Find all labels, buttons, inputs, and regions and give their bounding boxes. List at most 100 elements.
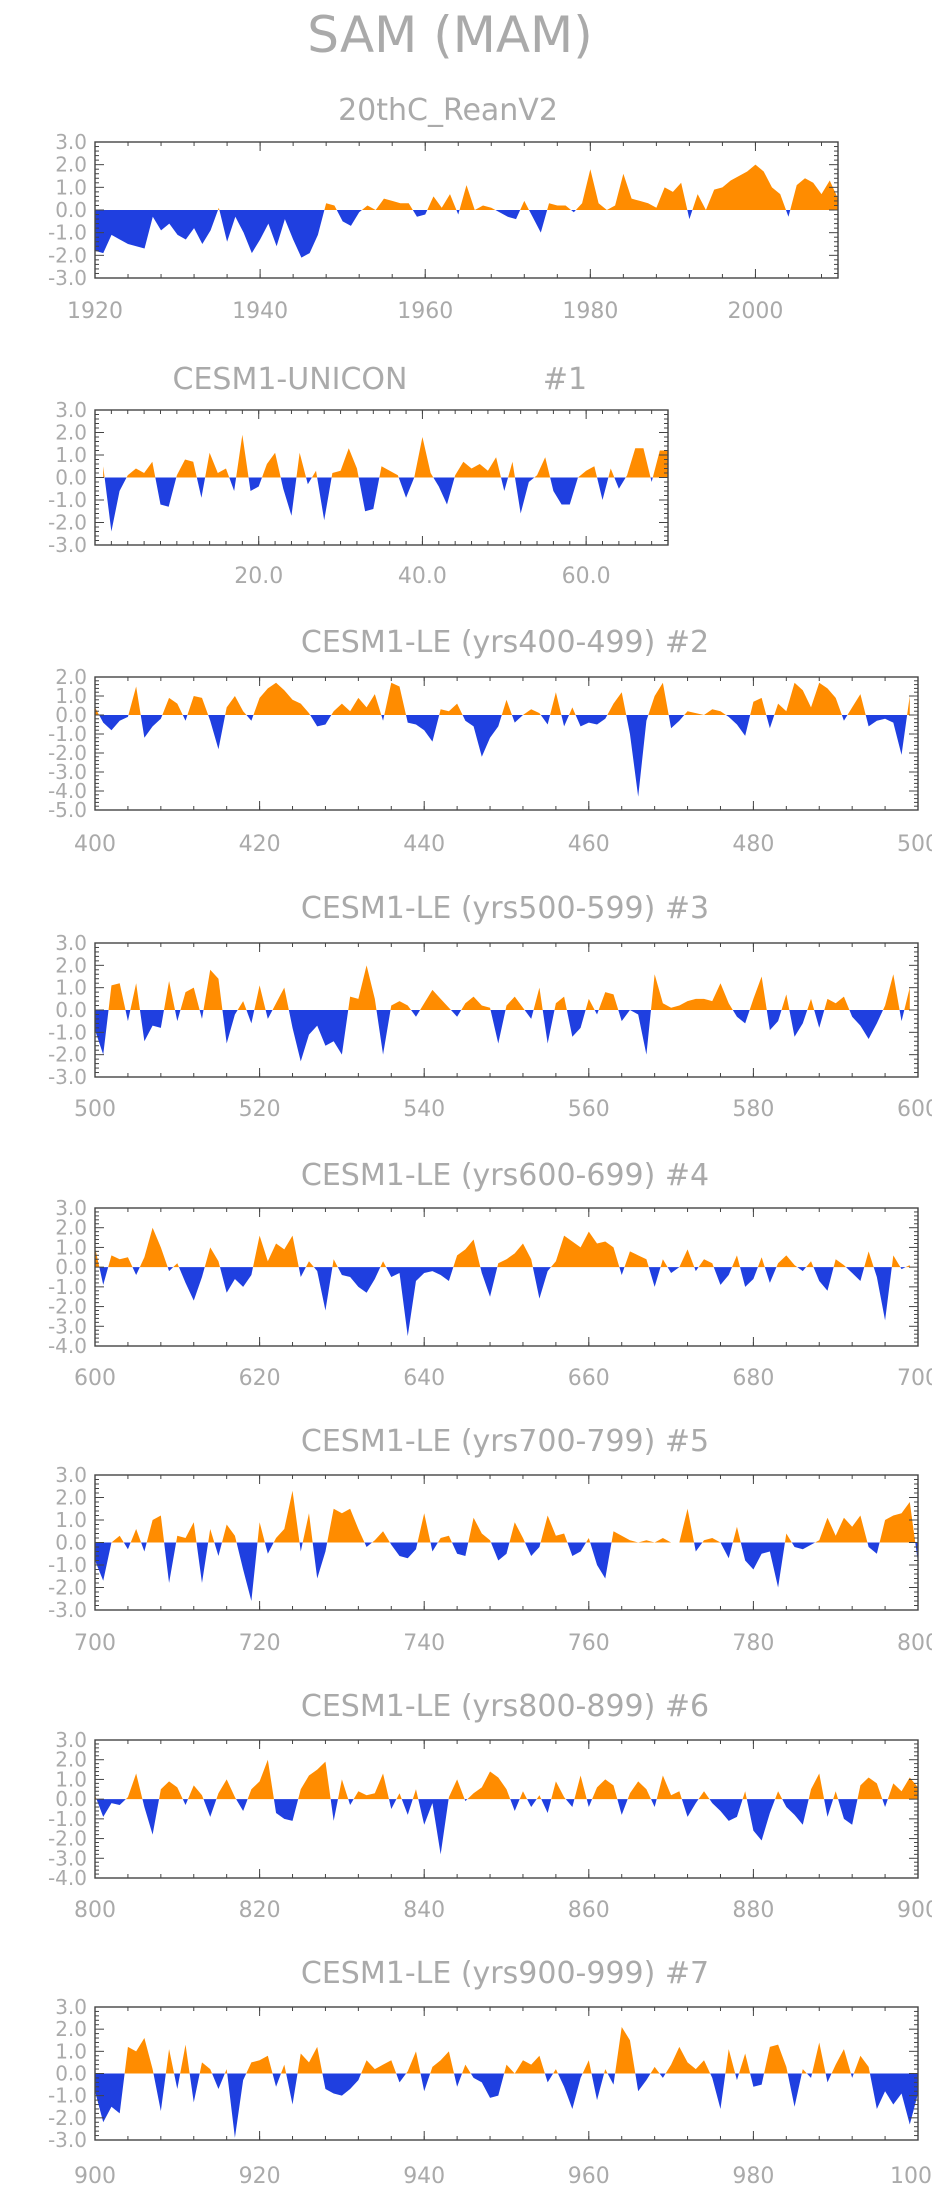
negative-area-series (95, 1542, 918, 1601)
x-tick-label: 720 (239, 1631, 281, 1656)
panel-run-label: #1 (543, 362, 587, 397)
y-tick-label: 2.0 (55, 153, 87, 177)
y-tick-label: 3.0 (55, 1995, 87, 2019)
x-tick-label: 1980 (562, 299, 618, 324)
y-tick-label: 1.0 (55, 1767, 87, 1791)
panels: 20thC_ReanV23.02.01.00.0-1.0-2.0-3.01920… (48, 93, 932, 2189)
y-tick-label: -3.0 (48, 266, 87, 290)
positive-area-series (95, 965, 910, 1010)
x-tick-label: 520 (239, 1097, 281, 1122)
x-tick-label: 680 (732, 1366, 774, 1391)
negative-area-series (95, 210, 838, 258)
y-tick-label: -4.0 (48, 1334, 87, 1358)
y-tick-label: 0.0 (55, 1787, 87, 1811)
chart-panel-5: CESM1-LE (yrs600-699) #4 3.02.01.00.0-1.0… (48, 1158, 932, 1391)
x-tick-label: 900 (897, 1898, 932, 1923)
y-tick-label: 2.0 (55, 421, 87, 445)
chart-panel-2: CESM1-UNICON #1 3.02.01.00.0-1.0-2.0-3.0 20… (48, 362, 669, 589)
x-tick-label: 860 (568, 1898, 610, 1923)
x-tick-label: 580 (732, 1097, 774, 1122)
y-tick-label: -1.0 (48, 1020, 87, 1044)
x-tick-label: 1000 (890, 2164, 932, 2189)
x-tick-label: 60.0 (562, 564, 611, 589)
y-tick-label: -1.0 (48, 221, 87, 245)
x-tick-label: 940 (403, 2164, 445, 2189)
y-tick-label: -2.0 (48, 243, 87, 267)
x-tick-label: 1920 (67, 299, 123, 324)
positive-area-series (103, 434, 668, 478)
y-tick-label: -3.0 (48, 1314, 87, 1338)
y-tick-label: -2.0 (48, 1043, 87, 1067)
negative-area-series (103, 477, 668, 532)
y-tick-label: 0.0 (55, 1531, 87, 1555)
y-tick-label: 1.0 (55, 1235, 87, 1259)
x-tick-label: 400 (74, 832, 116, 857)
positive-area-series (95, 682, 910, 715)
negative-area-series (95, 1267, 910, 1337)
x-tick-label: 420 (239, 832, 281, 857)
panel-title: CESM1-LE (yrs800-899) #6 (301, 1689, 709, 1724)
x-tick-label: 560 (568, 1097, 610, 1122)
y-tick-label: 1.0 (55, 175, 87, 199)
y-tick-label: -2.0 (48, 511, 87, 535)
y-tick-label: 1.0 (55, 976, 87, 1000)
x-tick-label: 20.0 (234, 564, 283, 589)
y-tick-label: -2.0 (48, 1827, 87, 1851)
x-tick-label: 500 (74, 1097, 116, 1122)
y-tick-label: -2.0 (48, 1295, 87, 1319)
y-tick-label: 3.0 (55, 1196, 87, 1220)
y-tick-label: 0.0 (55, 466, 87, 490)
y-tick-label: -1.0 (48, 1553, 87, 1577)
x-tick-label: 880 (732, 1898, 774, 1923)
y-tick-label: 0.0 (55, 1255, 87, 1279)
x-tick-label: 820 (239, 1898, 281, 1923)
chart-panel-6: CESM1-LE (yrs700-799) #5 3.02.01.00.0-1.0… (48, 1424, 932, 1656)
plot-frame (94, 1739, 919, 1879)
y-tick-label: 3.0 (55, 1463, 87, 1487)
y-tick-label: -2.0 (48, 2106, 87, 2130)
plot-frame (94, 676, 919, 811)
chart-panel-1: 20thC_ReanV2 3.02.01.00.0-1.0-2.0-3.0 1920… (48, 93, 839, 324)
x-tick-label: 600 (897, 1097, 932, 1122)
y-tick-label: -1.0 (48, 722, 87, 746)
positive-area-series (95, 1759, 918, 1800)
y-tick-label: 1.0 (55, 1508, 87, 1532)
panel-title: CESM1-LE (yrs400-499) #2 (301, 625, 709, 660)
y-tick-label: 1.0 (55, 443, 87, 467)
y-tick-label: -3.0 (48, 1598, 87, 1622)
x-tick-label: 2000 (727, 299, 783, 324)
chart-panel-3: CESM1-LE (yrs400-499) #2 2.01.00.0-1.0-2.… (48, 625, 932, 857)
y-tick-label: -3.0 (48, 760, 87, 784)
x-tick-label: 700 (897, 1366, 932, 1391)
y-tick-label: -1.0 (48, 1275, 87, 1299)
x-tick-label: 920 (239, 2164, 281, 2189)
y-tick-label: 0.0 (55, 703, 87, 727)
positive-area-series (95, 1227, 910, 1268)
x-tick-label: 780 (732, 1631, 774, 1656)
y-tick-label: -4.0 (48, 1866, 87, 1890)
y-tick-label: -1.0 (48, 2084, 87, 2108)
y-tick-label: 1.0 (55, 684, 87, 708)
x-tick-label: 500 (897, 832, 932, 857)
x-tick-label: 760 (568, 1631, 610, 1656)
y-tick-label: 2.0 (55, 1486, 87, 1510)
y-tick-label: 2.0 (55, 665, 87, 689)
x-tick-label: 600 (74, 1366, 116, 1391)
panel-title: CESM1-LE (yrs900-999) #7 (301, 1956, 709, 1991)
x-tick-label: 540 (403, 1097, 445, 1122)
x-tick-label: 700 (74, 1631, 116, 1656)
chart-panel-4: CESM1-LE (yrs500-599) #3 3.02.01.00.0-1.0… (48, 891, 932, 1122)
panel-title: CESM1-LE (yrs700-799) #5 (301, 1424, 709, 1459)
panel-title: 20thC_ReanV2 (338, 93, 558, 128)
positive-area-series (95, 164, 838, 210)
y-tick-label: 2.0 (55, 953, 87, 977)
positive-area-series (95, 2026, 918, 2074)
x-tick-label: 900 (74, 2164, 116, 2189)
y-tick-label: -3.0 (48, 533, 87, 557)
y-tick-label: -3.0 (48, 1846, 87, 1870)
panel-title: CESM1-LE (yrs500-599) #3 (301, 891, 709, 926)
y-tick-label: 0.0 (55, 998, 87, 1022)
negative-area-series (95, 715, 910, 797)
y-tick-label: -3.0 (48, 2128, 87, 2152)
y-tick-label: 0.0 (55, 2062, 87, 2086)
